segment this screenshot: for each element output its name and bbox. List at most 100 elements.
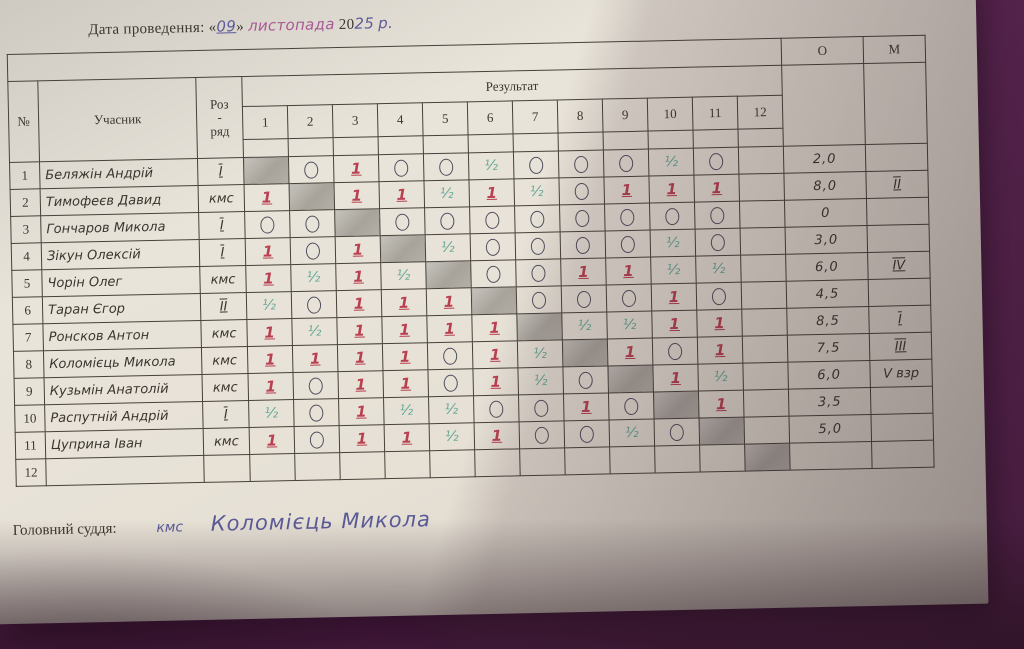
result-cell-win: 1 [607, 338, 653, 366]
result-cell-win: 1 [292, 344, 338, 373]
zero-mark [710, 233, 726, 252]
win-mark: 1 [353, 294, 365, 313]
result-cell-empty [740, 227, 786, 256]
participant-name: Коломієць Микола [43, 347, 202, 378]
result-cell-draw: ½ [383, 396, 430, 425]
draw-mark: ½ [444, 401, 459, 418]
zero-mark [443, 374, 458, 392]
participant-rank: кмс [200, 319, 248, 348]
win-mark: 1 [666, 179, 678, 199]
win-mark: 1 [715, 394, 727, 414]
date-year-prefix: 20 [338, 16, 355, 34]
participant-rank: кмс [199, 265, 247, 294]
result-cell-draw: ½ [517, 339, 563, 368]
win-mark: 1 [396, 185, 408, 204]
result-cell-zero [473, 394, 520, 423]
draw-mark: ½ [665, 234, 680, 252]
zero-mark [534, 426, 550, 444]
result-cell-empty [738, 173, 785, 202]
result-cell-empty [738, 146, 784, 175]
result-cell-empty [744, 416, 790, 445]
result-cell-zero [605, 230, 651, 258]
pad-cell [423, 134, 469, 154]
row-number: 3 [10, 215, 42, 244]
result-cell-draw: ½ [606, 311, 653, 339]
participant-name [45, 455, 205, 486]
result-cell-draw: ½ [246, 291, 292, 320]
result-cell-win: 1 [244, 183, 290, 212]
win-mark: 1 [489, 318, 500, 337]
round-header-6: 6 [467, 100, 514, 135]
result-cell-zero [469, 205, 516, 234]
date-year-unit: р. [377, 13, 394, 33]
participant-rank [203, 454, 251, 483]
result-cell-win: 1 [249, 426, 295, 455]
diagonal-cell [699, 417, 745, 446]
win-mark: 1 [398, 293, 410, 312]
zero-mark [308, 377, 323, 395]
draw-mark: ½ [533, 345, 548, 363]
result-cell-zero [519, 420, 565, 449]
date-printed-label: Дата проведення: [88, 19, 205, 39]
participant-column-header: Учасник [37, 77, 198, 162]
result-cell-zero [654, 418, 700, 447]
result-cell-draw: ½ [428, 395, 475, 424]
result-cell-zero [652, 337, 698, 366]
zero-mark [485, 211, 500, 229]
result-cell-win: 1 [339, 424, 385, 453]
place-value [867, 224, 930, 253]
result-cell-win: 1 [337, 370, 384, 399]
result-cell-zero [560, 230, 606, 259]
place-value: І [868, 305, 932, 334]
result-cell-win: 1 [337, 343, 383, 372]
result-cell-win: 1 [474, 421, 520, 450]
zero-mark [531, 291, 547, 309]
round-header-2: 2 [287, 104, 334, 139]
row-number: 8 [13, 350, 45, 379]
result-cell-win: 1 [246, 318, 293, 347]
judge-rank-handwritten: кмс [156, 519, 184, 536]
result-cell-zero [695, 228, 741, 257]
zero-mark [620, 235, 636, 253]
result-cell-zero [558, 150, 604, 178]
result-cell-zero [608, 392, 655, 420]
place-header-blank [863, 62, 928, 145]
zero-mark [530, 210, 545, 228]
win-mark: 1 [714, 341, 726, 360]
zero-mark [440, 212, 455, 230]
diagonal-cell [562, 338, 608, 367]
zero-mark [574, 155, 589, 173]
participant-name: Зікун Олексій [41, 239, 200, 270]
zero-mark [309, 431, 325, 449]
total-points: 3,0 [785, 225, 868, 255]
win-mark: 1 [399, 347, 411, 366]
diagonal-cell [471, 286, 517, 315]
draw-mark: ½ [711, 260, 726, 278]
result-cell-empty [339, 451, 386, 480]
draw-mark: ½ [533, 372, 548, 390]
win-mark: 1 [621, 180, 633, 200]
points-header-blank [781, 63, 866, 147]
result-cell-zero [290, 236, 336, 265]
result-cell-zero [694, 201, 741, 230]
result-cell-zero [379, 207, 426, 236]
judge-name-handwritten: Коломієць Микола [210, 507, 432, 536]
zero-mark [395, 213, 410, 231]
zero-mark [305, 215, 320, 233]
win-mark: 1 [350, 159, 362, 178]
zero-mark [531, 264, 546, 282]
result-cell-zero [424, 206, 471, 235]
round-header-7: 7 [512, 99, 559, 134]
total-points: 4,5 [786, 279, 869, 309]
result-cell-draw: ½ [248, 399, 295, 428]
zero-mark [618, 154, 634, 172]
draw-mark: ½ [306, 269, 321, 286]
diagonal-cell [653, 391, 700, 420]
place-value: V взр [869, 359, 933, 388]
date-day-handwritten: 09 [216, 17, 237, 36]
result-cell-empty [384, 450, 431, 479]
zero-mark [489, 400, 504, 418]
win-mark: 1 [351, 186, 363, 205]
draw-mark: ½ [439, 185, 454, 202]
participant-rank: кмс [201, 346, 248, 375]
